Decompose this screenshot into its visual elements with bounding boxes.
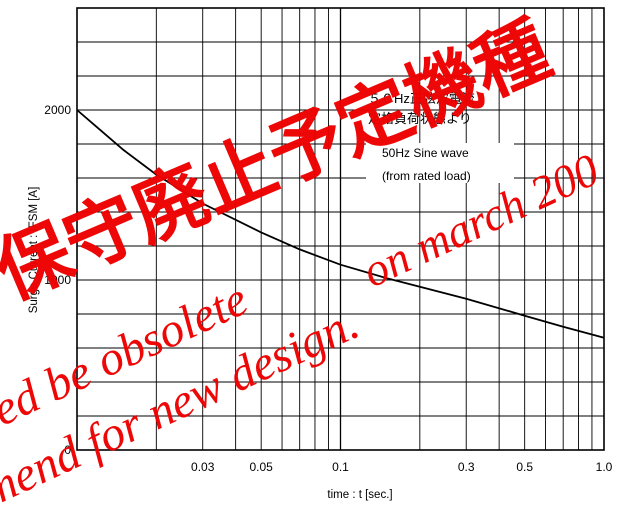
axes — [76, 7, 605, 451]
y-tick-label: 1000 — [44, 273, 71, 287]
watermark: 保守廃止予定機種 on march 200 led be obsolete me… — [0, 6, 606, 508]
x-tick-label: 0.03 — [191, 460, 215, 474]
annotation-en-line1: 50Hz Sine wave — [382, 146, 469, 160]
x-tick-label: 0.05 — [249, 460, 273, 474]
series-line — [76, 109, 605, 339]
annotation-jp-line2: 定格負荷状態より — [368, 111, 472, 126]
y-tick-label: 0 — [64, 443, 71, 457]
plot-frame — [76, 7, 605, 451]
annotation-jp-line1: ５０Hz正弦波電流 — [368, 91, 475, 106]
ticks: 0.03 0.05 0.1 0.3 0.5 1.0 0 1000 2000 — [44, 103, 612, 474]
annotation-box — [366, 143, 514, 183]
x-tick-label: 0.3 — [458, 460, 475, 474]
x-tick-label: 0.5 — [516, 460, 533, 474]
x-tick-label: 1.0 — [596, 460, 613, 474]
annotation-en-line2: (from rated load) — [382, 169, 471, 183]
x-axis-label: time : t [sec.] — [327, 489, 392, 501]
grid — [77, 8, 604, 450]
y-tick-label: 2000 — [44, 103, 71, 117]
y-axis-label: Surge Current : IFSM [A] — [28, 187, 40, 314]
x-tick-label: 0.1 — [332, 460, 349, 474]
series — [76, 109, 605, 339]
